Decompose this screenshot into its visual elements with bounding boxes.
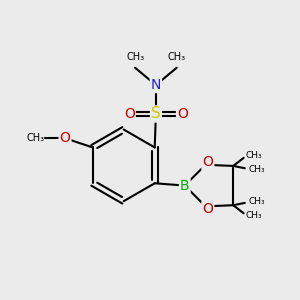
Text: O: O: [177, 107, 188, 121]
Text: CH₃: CH₃: [246, 151, 262, 160]
Text: O: O: [202, 202, 213, 216]
Text: CH₃: CH₃: [248, 197, 265, 206]
Text: N: N: [151, 78, 161, 92]
Text: B: B: [180, 178, 190, 193]
Text: CH₃: CH₃: [246, 211, 262, 220]
Text: CH₃: CH₃: [26, 133, 44, 143]
Text: O: O: [124, 107, 135, 121]
Text: S: S: [151, 106, 161, 122]
Text: CH₃: CH₃: [126, 52, 144, 62]
Text: CH₃: CH₃: [168, 52, 186, 62]
Text: O: O: [202, 155, 213, 170]
Text: CH₃: CH₃: [248, 165, 265, 174]
Text: O: O: [60, 131, 70, 145]
